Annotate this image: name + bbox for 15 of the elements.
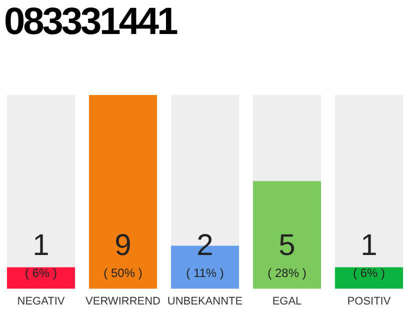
annotation: ( 6% ) — [24, 266, 58, 280]
annotation: ( 11% ) — [186, 266, 224, 280]
data-label: 1 — [32, 228, 50, 262]
data-label: 1 — [360, 228, 378, 262]
x-tick-label: UNBEKANNTE — [167, 295, 243, 308]
annotation: ( 6% ) — [352, 266, 386, 280]
chart-title: 083331441 — [4, 0, 176, 44]
x-tick-label: EGAL — [272, 295, 302, 308]
x-tick-label: POSITIV — [347, 295, 392, 308]
x-tick-label: NEGATIV — [17, 295, 66, 308]
x-tick-label: VERWIRREND — [86, 295, 161, 308]
annotation: ( 28% ) — [268, 266, 306, 280]
annotation: ( 50% ) — [104, 266, 142, 280]
data-label: 9 — [114, 228, 132, 262]
data-label: 5 — [278, 228, 296, 262]
